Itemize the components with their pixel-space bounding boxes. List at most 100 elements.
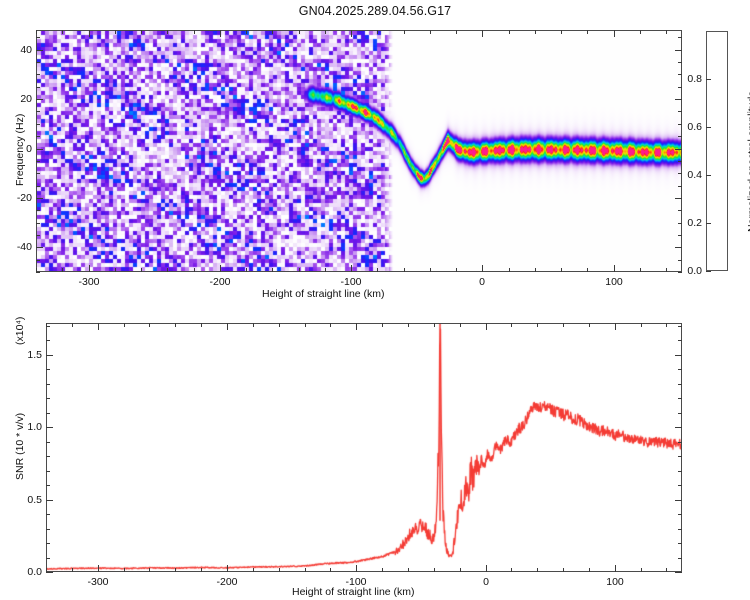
axis-tick: [167, 268, 168, 272]
axis-tick: [460, 323, 461, 327]
axis-tick-label: 0.5: [27, 494, 42, 506]
axis-tick: [46, 456, 50, 457]
axis-tick: [509, 30, 510, 34]
axis-tick: [36, 124, 40, 125]
colorbar-tick: [706, 271, 711, 272]
colorbar-tick: [706, 223, 711, 224]
axis-tick: [641, 323, 642, 327]
colorbar-tick: [706, 79, 711, 80]
colorbar-tick: [706, 175, 711, 176]
axis-tick: [36, 198, 43, 199]
axis-tick: [36, 37, 40, 38]
snr-yaxis-exponent: (x10⁴): [14, 316, 26, 345]
colorbar-tick: [706, 127, 711, 128]
axis-tick-label: -300: [78, 276, 100, 288]
axis-tick: [201, 323, 202, 327]
axis-tick: [666, 568, 667, 572]
spectrogram-xaxis-title: Height of straight line (km): [262, 288, 385, 300]
axis-tick: [678, 558, 682, 559]
axis-tick: [98, 323, 99, 330]
axis-tick: [36, 161, 40, 162]
axis-tick: [201, 568, 202, 572]
colorbar-tick-label: 0.0: [687, 265, 702, 277]
axis-tick: [678, 37, 682, 38]
axis-tick-label: 0: [483, 576, 489, 588]
axis-tick-label: 0: [26, 143, 32, 155]
axis-tick: [537, 323, 538, 327]
axis-tick: [72, 323, 73, 327]
figure-title: GN04.2025.289.04.56.G17: [298, 4, 452, 18]
axis-tick: [36, 223, 40, 224]
axis-tick: [46, 543, 50, 544]
axis-tick: [678, 340, 682, 341]
axis-tick: [227, 565, 228, 572]
axis-tick: [305, 323, 306, 327]
axis-tick: [272, 268, 273, 272]
axis-tick: [46, 323, 47, 327]
axis-tick-label: 20: [20, 93, 32, 105]
axis-tick: [678, 485, 682, 486]
axis-tick: [678, 543, 682, 544]
axis-tick: [356, 565, 357, 572]
axis-tick: [167, 30, 168, 34]
axis-tick: [666, 268, 667, 272]
axis-tick: [36, 272, 40, 273]
axis-tick: [220, 30, 221, 37]
axis-tick: [89, 30, 90, 37]
axis-tick: [678, 87, 682, 88]
axis-tick: [675, 355, 682, 356]
axis-tick: [227, 323, 228, 330]
axis-tick: [351, 30, 352, 37]
axis-tick: [46, 369, 50, 370]
axis-tick-label: 1.0: [27, 421, 42, 433]
snr-line-plot: [47, 324, 681, 571]
axis-tick: [115, 268, 116, 272]
axis-tick: [511, 323, 512, 327]
axis-tick: [563, 568, 564, 572]
axis-tick: [404, 30, 405, 34]
spectrogram-canvas-wrap: [37, 31, 681, 271]
axis-tick: [62, 30, 63, 34]
axis-tick: [614, 30, 615, 37]
axis-tick: [509, 268, 510, 272]
axis-tick: [46, 572, 53, 573]
axis-tick: [115, 30, 116, 34]
axis-tick: [587, 30, 588, 34]
axis-tick: [89, 265, 90, 272]
axis-tick-label: 0: [479, 276, 485, 288]
axis-tick: [46, 500, 53, 501]
axis-tick: [36, 210, 40, 211]
axis-tick: [46, 398, 50, 399]
colorbar-tick-label: 0.8: [687, 73, 702, 85]
axis-tick: [175, 568, 176, 572]
axis-tick: [36, 247, 43, 248]
axis-tick: [377, 268, 378, 272]
axis-tick: [589, 568, 590, 572]
axis-tick-label: -40: [16, 241, 32, 253]
axis-tick: [587, 268, 588, 272]
axis-tick: [72, 568, 73, 572]
axis-tick: [675, 50, 682, 51]
axis-tick: [46, 514, 50, 515]
axis-tick: [36, 268, 37, 272]
axis-tick: [675, 247, 682, 248]
axis-tick: [615, 323, 616, 330]
axis-tick-label: -100: [345, 576, 367, 588]
axis-tick-label: 1.5: [27, 349, 42, 361]
axis-tick: [408, 568, 409, 572]
axis-tick: [36, 30, 37, 34]
axis-tick: [678, 186, 682, 187]
axis-tick: [666, 30, 667, 34]
axis-tick: [641, 568, 642, 572]
axis-tick: [382, 323, 383, 327]
axis-tick: [36, 173, 40, 174]
axis-tick: [535, 30, 536, 34]
axis-tick: [279, 323, 280, 327]
axis-tick: [46, 384, 50, 385]
axis-tick: [678, 529, 682, 530]
axis-tick: [46, 471, 50, 472]
axis-tick: [640, 268, 641, 272]
axis-tick: [36, 87, 40, 88]
axis-tick: [678, 111, 682, 112]
